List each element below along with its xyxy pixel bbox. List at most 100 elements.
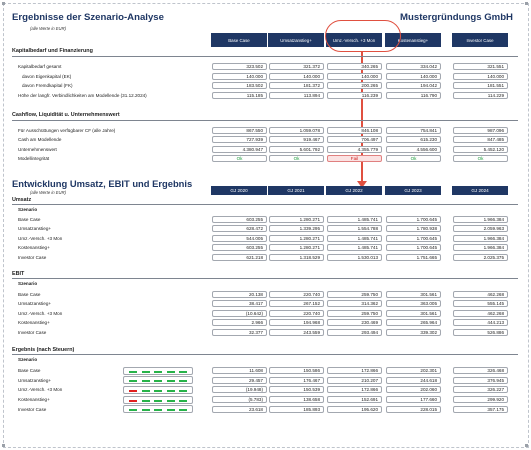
row-label: Umsatzanstieg+ [18, 377, 52, 383]
value-cell: 301.561 [386, 309, 441, 317]
value-cell: 202.301 [386, 367, 441, 374]
value-cell: 116.239 [327, 91, 382, 99]
row-label: Cash am Modellende [18, 137, 62, 143]
year-header-4: GJ 2024 [452, 186, 508, 195]
value-cell: 185.893 [269, 405, 324, 413]
sparkline-segment [179, 380, 187, 383]
scenario-header-1[interactable]: Umsatzanstieg+ [268, 33, 324, 47]
value-cell: 181.372 [269, 82, 324, 89]
value-cell: 754.841 [386, 127, 441, 134]
sparkline [123, 385, 193, 394]
sheet-frame [3, 3, 529, 448]
value-cell: 462.268 [453, 291, 508, 298]
scenario-header-4[interactable]: Investor Case [452, 33, 508, 47]
integrity-status-1: Ok [269, 154, 324, 162]
value-cell: 1.966.384 [453, 244, 508, 252]
value-cell: 363.005 [386, 300, 441, 308]
value-cell: 5.452.120 [453, 145, 508, 153]
value-cell: 183.502 [212, 82, 267, 89]
value-cell: 1.554.788 [327, 225, 382, 233]
row-label: Kostenanstieg+ [18, 397, 50, 403]
row-label: Investor Case [18, 406, 47, 412]
value-cell: 172.866 [327, 386, 382, 394]
value-cell: 1.280.271 [269, 244, 324, 252]
sparkline-segment [154, 380, 162, 383]
row-label: Kostenanstieg+ [18, 245, 50, 251]
sparkline-segment [179, 399, 187, 402]
value-cell: 555.145 [453, 300, 508, 308]
value-cell: 1.751.665 [386, 253, 441, 261]
value-cell: 727.939 [212, 136, 267, 144]
sparkline-segment [154, 409, 162, 412]
value-cell: 544.005 [212, 234, 267, 242]
value-cell: 172.866 [327, 367, 382, 374]
corner-handle [525, 444, 528, 447]
value-cell: 621.218 [212, 253, 267, 261]
page-title: Ergebnisse der Szenario-Analyse [12, 12, 164, 23]
sparkline-segment [129, 380, 137, 383]
sparkline-segment [179, 409, 187, 412]
sparkline-segment [141, 389, 150, 392]
value-cell: 140.000 [212, 72, 267, 80]
development-title: Entwicklung Umsatz, EBIT und Ergebnis [12, 178, 193, 189]
unit-note-2: (alle Werte in EUR) [30, 190, 66, 195]
value-cell: 181.551 [453, 82, 508, 89]
value-cell: 243.559 [269, 328, 324, 336]
value-cell: 321.551 [453, 63, 508, 70]
value-cell: 220.740 [269, 291, 324, 298]
value-cell: (5.783) [212, 396, 267, 404]
value-cell: 4.380.947 [212, 145, 267, 153]
divider [12, 278, 518, 279]
section-kapitalbedarf: Kapitalbedarf und Finanzierung [12, 48, 93, 54]
year-header-1: GJ 2021 [268, 186, 324, 195]
value-cell: 265.964 [386, 319, 441, 327]
row-label: Investor Case [18, 329, 47, 335]
value-cell: 115.185 [212, 91, 267, 99]
value-cell: 140.000 [269, 72, 324, 80]
sparkline [123, 405, 193, 414]
value-cell: 113.894 [269, 91, 324, 99]
unit-note: (alle Werte in EUR) [30, 26, 66, 31]
value-cell: 301.561 [386, 291, 441, 298]
scenario-header-0[interactable]: Base Case [211, 33, 267, 47]
row-label: Umz.-Versch. +3 Mon [18, 235, 63, 241]
value-cell: 138.658 [269, 396, 324, 404]
sparkline-segment [154, 399, 162, 402]
row-label: davon Fremdkapital (FK) [22, 83, 73, 88]
value-cell: 259.750 [327, 309, 382, 317]
value-cell: 987.096 [453, 127, 508, 134]
integrity-status-0: Ok [212, 154, 267, 162]
value-cell: 615.230 [386, 136, 441, 144]
divider [12, 120, 518, 121]
value-cell: 2.059.963 [453, 225, 508, 233]
highlight-circle [325, 20, 401, 52]
row-label: Umsatzanstieg+ [18, 226, 52, 232]
value-cell: 194.042 [386, 82, 441, 89]
sparkline-segment [129, 370, 137, 373]
value-cell: 321.372 [269, 63, 324, 70]
value-cell: 1.530.013 [327, 253, 382, 261]
value-cell: 210.207 [327, 376, 382, 384]
integrity-status-3: Ok [386, 154, 441, 162]
value-cell: 376.945 [453, 376, 508, 384]
value-cell: 220.740 [269, 309, 324, 317]
scenario-label: Szenario [18, 357, 38, 362]
divider [12, 354, 518, 355]
value-cell: 603.255 [212, 216, 267, 223]
sparkline-segment [141, 370, 150, 373]
value-cell: (19.948) [212, 386, 267, 394]
row-label: Unternehmenswert [18, 146, 57, 152]
value-cell: 2.025.375 [453, 253, 508, 261]
value-cell: 1.059.078 [269, 127, 324, 134]
value-cell: 444.213 [453, 319, 508, 327]
value-cell: 847.485 [453, 136, 508, 144]
value-cell: 867.550 [212, 127, 267, 134]
value-cell: 202.060 [386, 386, 441, 394]
value-cell: 314.362 [327, 300, 382, 308]
sparkline-segment [141, 399, 150, 402]
divider [12, 56, 518, 57]
value-cell: 140.000 [386, 72, 441, 80]
row-label: Umsatzanstieg+ [18, 301, 52, 307]
row-label: Kostenanstieg+ [18, 320, 50, 326]
value-cell: 194.968 [269, 319, 324, 327]
